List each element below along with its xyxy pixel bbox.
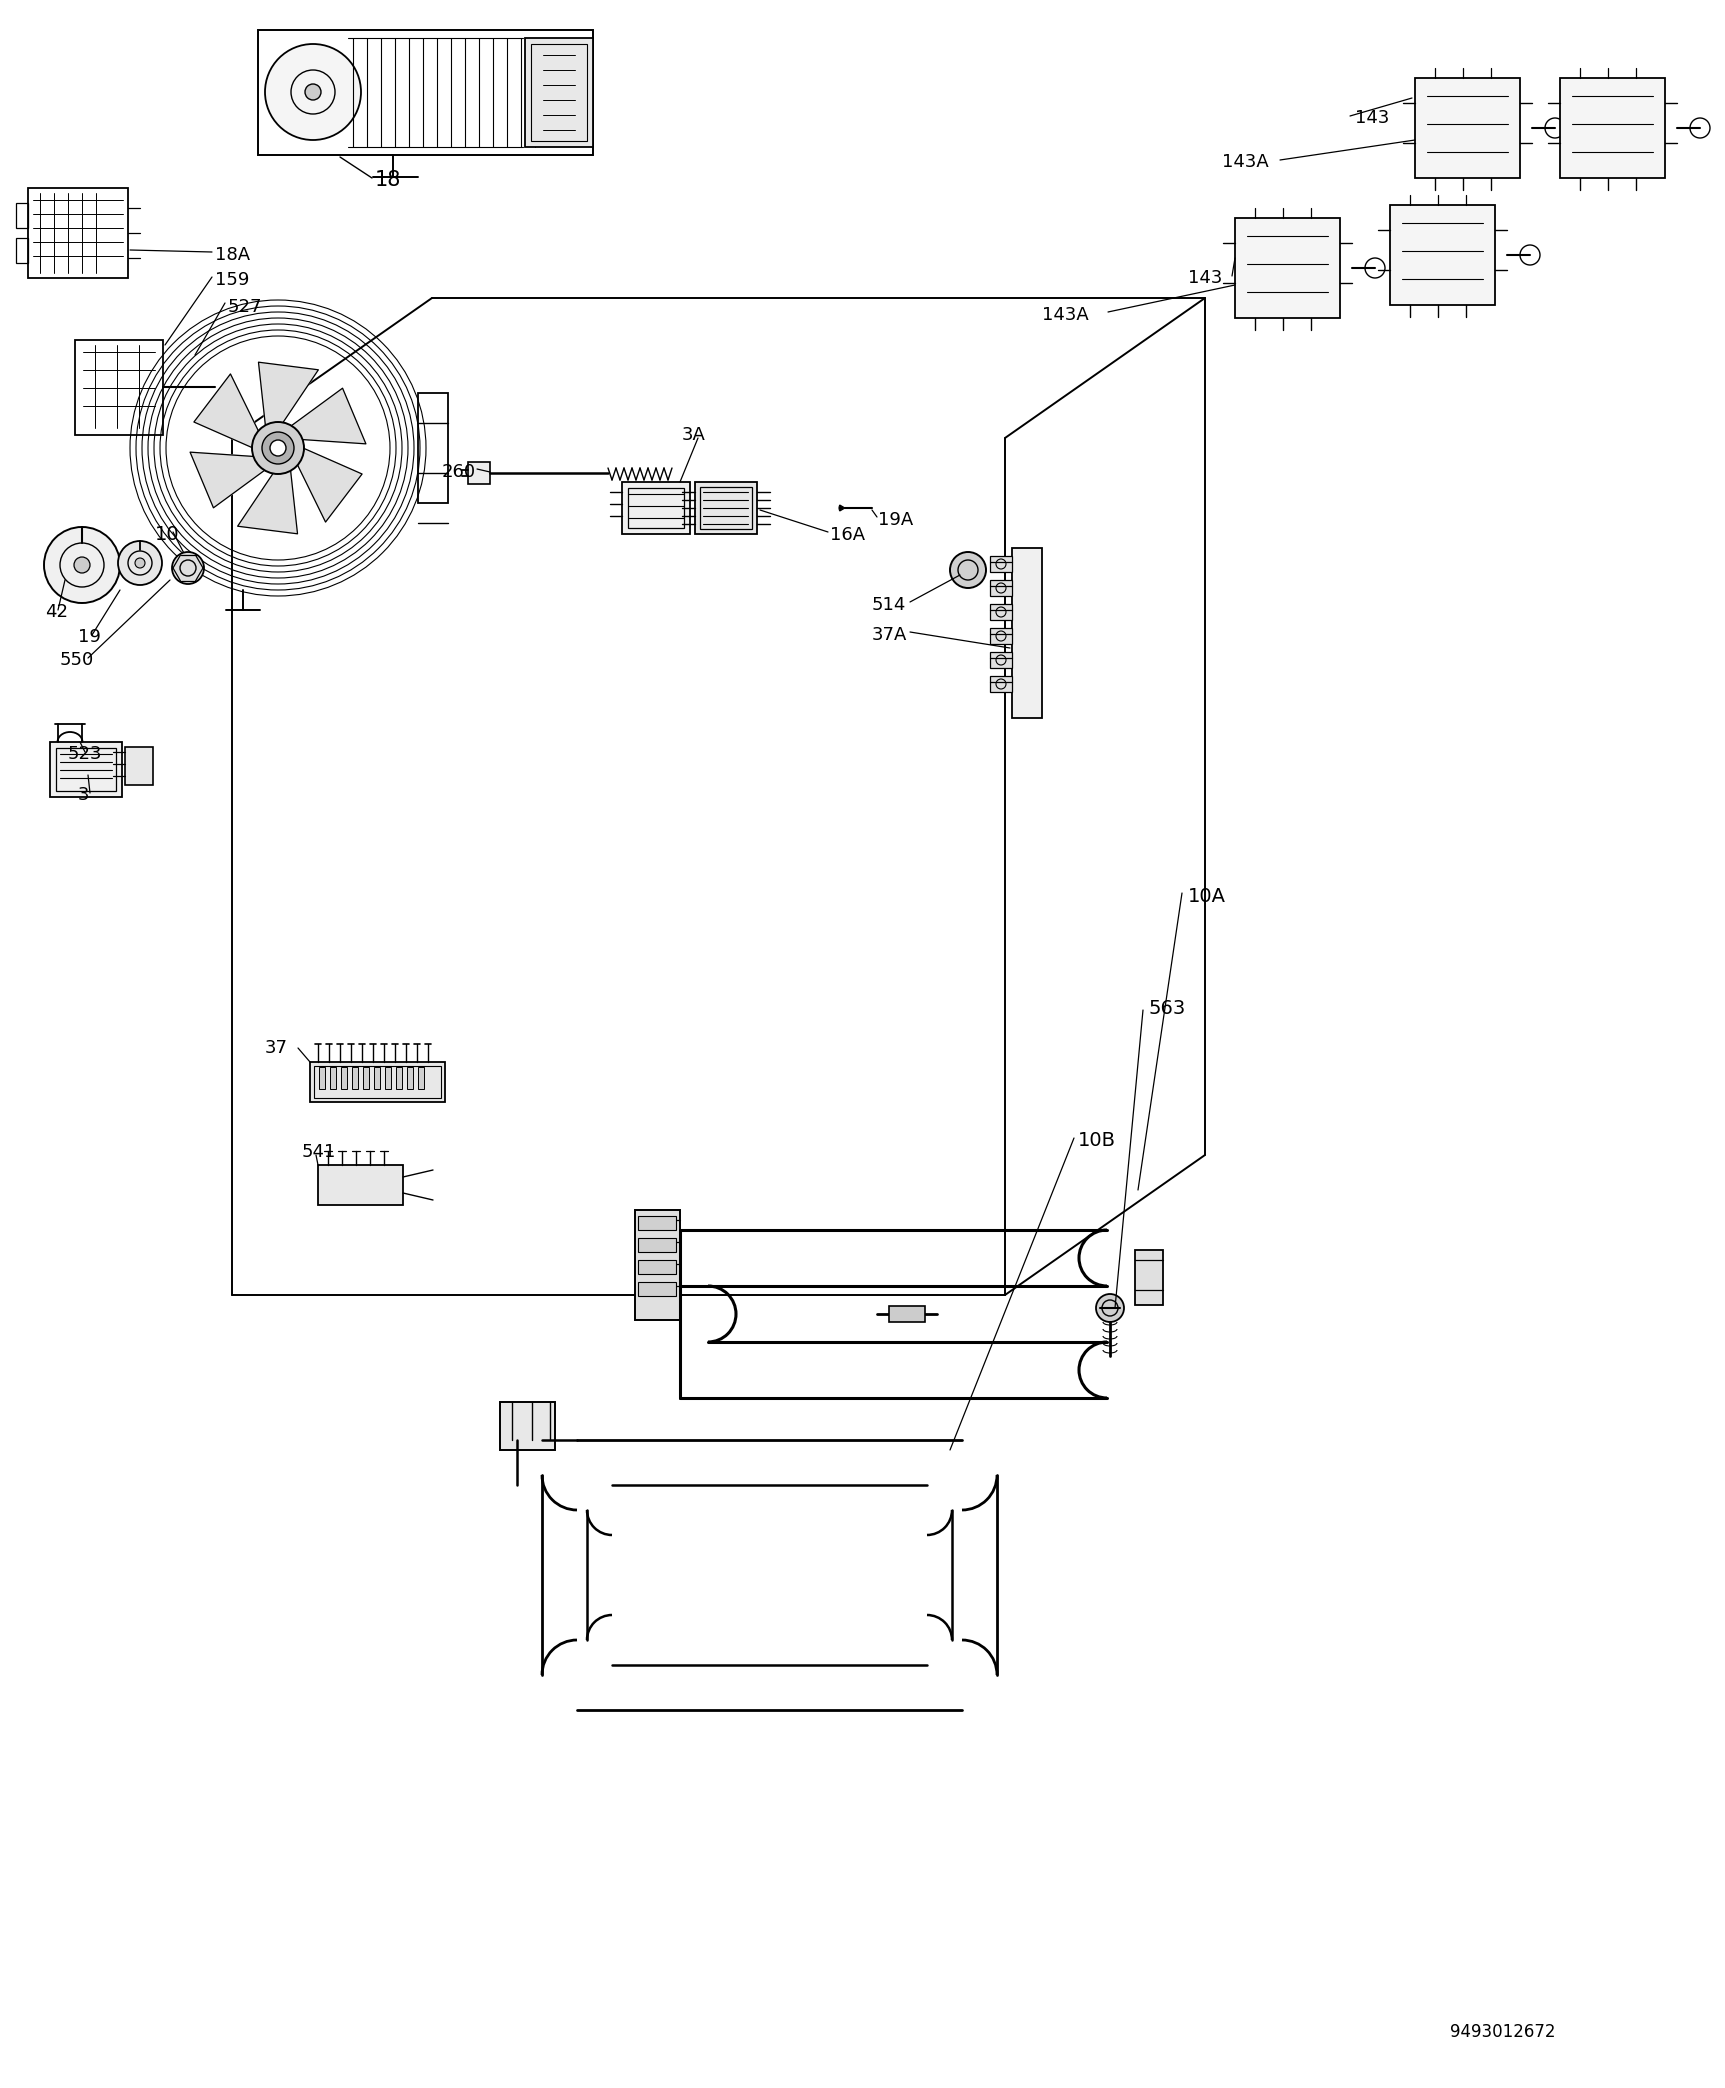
Bar: [1414, 77, 1520, 177]
Bar: [623, 482, 690, 535]
Text: 18: 18: [374, 169, 402, 190]
Text: 260: 260: [442, 464, 476, 480]
Circle shape: [74, 557, 90, 572]
Text: 9493012672: 9493012672: [1451, 2023, 1556, 2040]
Text: 143: 143: [1189, 269, 1223, 286]
Bar: [362, 1067, 369, 1090]
Text: 19A: 19A: [878, 512, 913, 528]
Bar: [467, 461, 490, 484]
Text: 42: 42: [45, 603, 67, 620]
Circle shape: [172, 551, 204, 585]
Text: 159: 159: [216, 271, 250, 288]
Text: 10B: 10B: [1078, 1130, 1116, 1150]
Bar: [888, 1305, 925, 1322]
Circle shape: [271, 441, 286, 455]
Circle shape: [135, 557, 145, 568]
Text: 527: 527: [228, 299, 262, 315]
Text: 143A: 143A: [1042, 307, 1088, 324]
Bar: [635, 1211, 680, 1320]
Bar: [500, 1401, 555, 1449]
Text: 3A: 3A: [681, 426, 706, 445]
Bar: [16, 238, 28, 263]
Bar: [314, 1067, 442, 1098]
Circle shape: [1095, 1295, 1125, 1322]
Circle shape: [252, 422, 304, 474]
Text: 10: 10: [155, 526, 179, 545]
Text: 143: 143: [1356, 109, 1389, 127]
Text: 514: 514: [873, 595, 906, 614]
Bar: [638, 1259, 676, 1274]
Text: 18A: 18A: [216, 246, 250, 263]
Bar: [990, 628, 1013, 643]
Text: 10A: 10A: [1189, 887, 1226, 906]
Bar: [397, 1067, 402, 1090]
Polygon shape: [297, 449, 362, 522]
Bar: [310, 1063, 445, 1102]
Bar: [1235, 217, 1340, 317]
Text: 16A: 16A: [830, 526, 866, 545]
Bar: [417, 393, 448, 503]
Bar: [638, 1215, 676, 1230]
Text: 550: 550: [60, 651, 95, 668]
Bar: [638, 1238, 676, 1253]
Bar: [1559, 77, 1665, 177]
Bar: [374, 1067, 380, 1090]
Text: 541: 541: [302, 1142, 336, 1161]
Circle shape: [950, 551, 987, 589]
Bar: [1135, 1251, 1163, 1305]
Bar: [990, 603, 1013, 620]
Text: 19: 19: [78, 628, 100, 645]
Bar: [50, 741, 122, 798]
Polygon shape: [190, 453, 266, 507]
Circle shape: [266, 44, 361, 140]
Bar: [524, 38, 593, 146]
Bar: [74, 340, 162, 434]
Wedge shape: [838, 505, 845, 512]
Text: 3: 3: [78, 785, 90, 804]
Bar: [1013, 547, 1042, 718]
Bar: [990, 677, 1013, 691]
Bar: [695, 482, 757, 535]
Bar: [259, 29, 593, 155]
Bar: [700, 487, 752, 528]
Text: 37: 37: [266, 1040, 288, 1057]
Text: 143A: 143A: [1221, 152, 1270, 171]
Bar: [317, 1165, 404, 1205]
Bar: [329, 1067, 336, 1090]
Text: 523: 523: [67, 745, 102, 762]
Bar: [628, 489, 685, 528]
Bar: [319, 1067, 324, 1090]
Bar: [531, 44, 586, 142]
Bar: [1390, 205, 1496, 305]
Polygon shape: [193, 374, 259, 449]
Polygon shape: [238, 470, 297, 535]
Bar: [407, 1067, 412, 1090]
Text: 37A: 37A: [873, 626, 907, 643]
Text: 563: 563: [1149, 998, 1185, 1017]
Bar: [16, 203, 28, 228]
Circle shape: [117, 541, 162, 585]
Bar: [28, 188, 128, 278]
Bar: [342, 1067, 347, 1090]
Polygon shape: [290, 388, 366, 445]
Polygon shape: [259, 361, 319, 426]
Circle shape: [305, 84, 321, 100]
Bar: [990, 580, 1013, 595]
Bar: [990, 555, 1013, 572]
Bar: [55, 748, 116, 791]
Circle shape: [45, 526, 121, 603]
Circle shape: [262, 432, 293, 464]
Bar: [990, 651, 1013, 668]
Bar: [352, 1067, 359, 1090]
Bar: [417, 1067, 424, 1090]
Bar: [124, 748, 154, 785]
Bar: [385, 1067, 392, 1090]
Bar: [638, 1282, 676, 1297]
